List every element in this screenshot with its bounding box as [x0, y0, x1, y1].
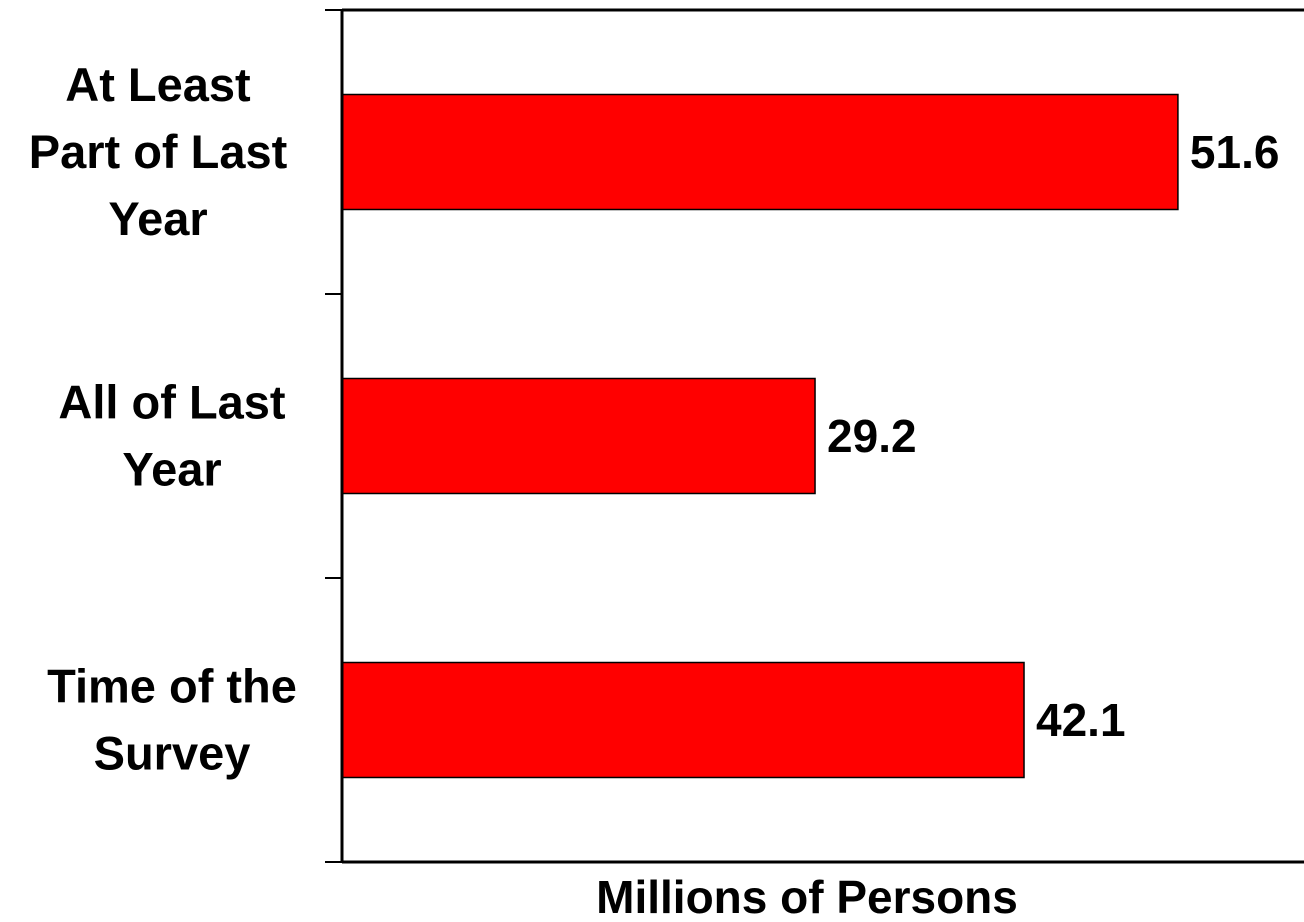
value-label-0: 51.6 — [1190, 126, 1280, 178]
category-label-line: Survey — [94, 727, 251, 780]
bar-1 — [341, 377, 816, 495]
value-label-2: 42.1 — [1036, 694, 1126, 746]
bar-2 — [341, 661, 1025, 779]
bars-layer — [341, 93, 1179, 779]
category-label-0: At Least Part of Last Year — [29, 58, 288, 245]
category-label-line: Part of Last — [29, 125, 288, 178]
category-label-line: Year — [122, 443, 221, 496]
x-axis-title: Millions of Persons — [596, 871, 1018, 917]
category-label-1: All of Last Year — [58, 376, 286, 496]
value-label-1: 29.2 — [827, 410, 917, 462]
category-label-line: Time of the — [47, 660, 297, 713]
category-label-line: At Least — [65, 58, 251, 111]
category-label-line: All of Last — [58, 376, 286, 429]
axis-layer — [325, 8, 1304, 864]
bar-0 — [341, 93, 1179, 211]
category-label-2: Time of the Survey — [47, 660, 297, 780]
labels-layer: 51.6 At Least Part of Last Year 29.2 All of L… — [29, 58, 1280, 780]
category-label-line: Year — [108, 192, 207, 245]
